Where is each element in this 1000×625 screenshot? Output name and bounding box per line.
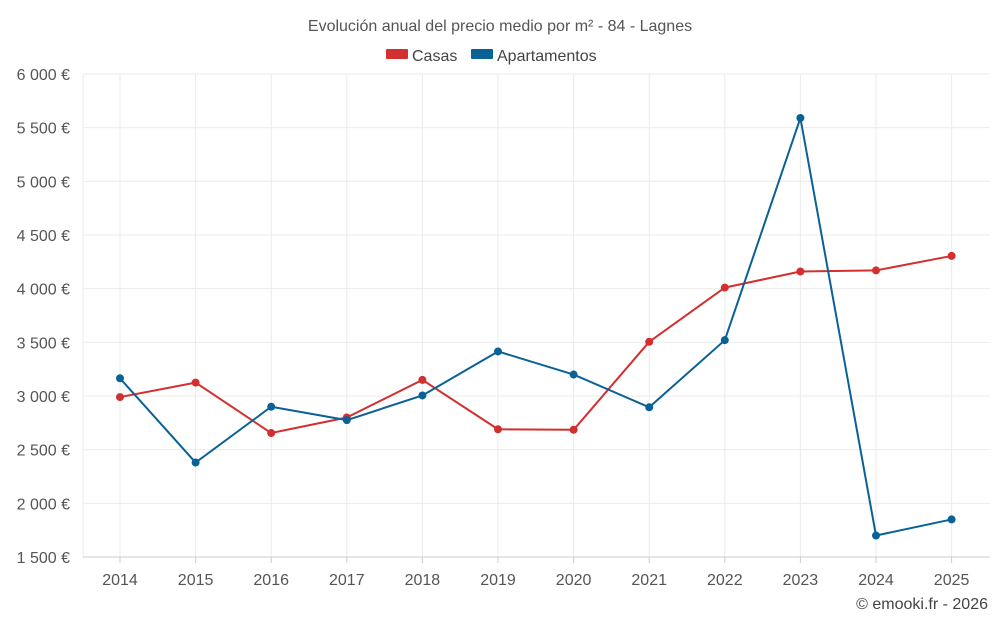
data-point-apartamentos[interactable]: [796, 114, 805, 123]
data-point-casas[interactable]: [494, 425, 502, 434]
x-tick-label: 2025: [934, 572, 970, 589]
data-point-apartamentos[interactable]: [342, 416, 351, 425]
legend-item-casas[interactable]: Casas: [386, 48, 457, 65]
grid: [82, 73, 990, 558]
data-point-casas[interactable]: [796, 267, 805, 276]
series-line-casas: [119, 254, 953, 435]
legend-label-casas: Casas: [412, 48, 457, 65]
y-tick-label: 5 000 €: [17, 174, 70, 191]
x-tick-label: 2014: [102, 572, 138, 589]
x-tick-label: 2021: [631, 572, 667, 589]
data-point-apartamentos[interactable]: [116, 374, 124, 383]
x-tick-label: 2020: [556, 572, 592, 589]
legend-label-apartamentos: Apartamentos: [497, 48, 597, 65]
x-tick-label: 2023: [783, 572, 819, 589]
x-tick-label: 2022: [707, 572, 743, 589]
series-line-apartamentos: [119, 117, 953, 537]
data-point-casas[interactable]: [191, 378, 200, 387]
y-tick-label: 5 500 €: [17, 121, 70, 138]
legend: Casas Apartamentos: [386, 48, 597, 65]
x-tick-label: 2018: [405, 572, 441, 589]
data-point-apartamentos[interactable]: [418, 391, 427, 400]
y-tick-label: 4 000 €: [17, 282, 70, 299]
y-tick-label: 2 500 €: [17, 443, 70, 460]
data-point-casas[interactable]: [947, 251, 956, 260]
y-axis: 1 500 € 2 000 € 2 500 € 3 000 € 3 500 € 4 000…: [17, 67, 70, 567]
data-point-apartamentos[interactable]: [267, 402, 276, 411]
credit-text: © emooki.fr - 2026: [856, 596, 988, 613]
data-point-casas[interactable]: [569, 425, 578, 434]
data-point-casas[interactable]: [645, 337, 654, 346]
chart-title: Evolución anual del precio medio por m² …: [308, 18, 692, 35]
series-casas: [116, 251, 956, 438]
legend-swatch-casas: [386, 49, 408, 59]
y-tick-label: 3 500 €: [17, 335, 70, 352]
x-tick-label: 2017: [329, 572, 365, 589]
data-point-apartamentos[interactable]: [569, 370, 578, 379]
series-layer: [116, 114, 956, 540]
data-point-casas[interactable]: [116, 393, 124, 402]
x-tick-label: 2024: [858, 572, 894, 589]
data-point-apartamentos[interactable]: [947, 515, 956, 524]
series-apartamentos: [116, 114, 956, 540]
data-point-apartamentos[interactable]: [494, 347, 502, 356]
y-tick-label: 6 000 €: [17, 67, 70, 84]
y-tick-label: 4 500 €: [17, 228, 70, 245]
data-point-casas[interactable]: [267, 429, 276, 438]
y-tick-label: 2 000 €: [17, 496, 70, 513]
data-point-apartamentos[interactable]: [872, 531, 880, 540]
legend-swatch-apartamentos: [471, 49, 493, 59]
data-point-casas[interactable]: [418, 375, 427, 384]
x-tick-label: 2019: [480, 572, 516, 589]
x-axis: 2014 2015 2016 2017 2018 2019 2020 2021 2022 2023…: [83, 556, 990, 589]
legend-item-apartamentos[interactable]: Apartamentos: [471, 48, 597, 65]
data-point-casas[interactable]: [872, 266, 880, 275]
y-tick-label: 1 500 €: [17, 550, 70, 567]
data-point-apartamentos[interactable]: [191, 458, 200, 467]
data-point-apartamentos[interactable]: [645, 403, 654, 412]
data-point-apartamentos[interactable]: [720, 336, 729, 345]
y-tick-label: 3 000 €: [17, 389, 70, 406]
x-tick-label: 2015: [178, 572, 214, 589]
data-point-casas[interactable]: [720, 283, 729, 292]
x-tick-label: 2016: [253, 572, 289, 589]
